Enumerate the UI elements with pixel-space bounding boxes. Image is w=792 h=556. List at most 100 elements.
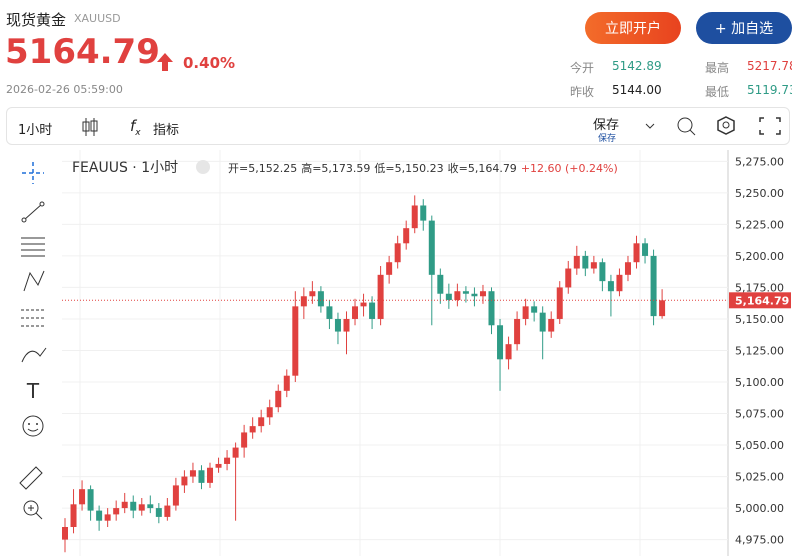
y-tick-label: 5,100.00 [735,376,784,389]
stat-label: 最高 [705,61,730,75]
save-sub: 保存 [598,134,617,144]
candle-body [590,262,597,269]
candle-body [454,291,461,301]
interval-button[interactable]: 1小时 [18,123,53,138]
price: 5164.79 [5,32,160,72]
ohlc-info: 低=5,150.23 [374,162,443,175]
y-tick-label: 5,175.00 [735,281,784,294]
last-price-tag [729,292,791,309]
candle-body [624,262,631,275]
candle-body [659,300,666,317]
candle-body [377,274,384,319]
candle-body [471,293,478,297]
candle-body [369,302,376,319]
candle-body [394,243,401,263]
candle-body [181,476,188,486]
candle-body [164,505,171,517]
candle-body [207,467,214,483]
ohlc-info: +12.60 (+0.24%) [521,162,618,175]
candle-body [633,243,640,263]
candle-body [87,489,94,511]
candle-body [309,291,316,297]
candle-body [79,489,86,505]
up-arrow [157,53,173,71]
stat-value: 5119.73 [747,83,792,97]
candle-body [462,291,469,294]
y-tick-label: 5,125.00 [735,344,784,357]
candle-body [224,457,231,464]
candle-body [198,470,205,483]
candle-body [283,375,290,391]
y-tick-label: 5,250.00 [735,187,784,200]
chart-name: FEAUUS · 1小时 [72,160,178,176]
candle-body [292,306,299,376]
title: 现货黄金 [6,11,67,29]
change: 0.40% [183,54,236,72]
stat-label: 今开 [570,61,595,75]
watchlist-button[interactable]: + 加自选 [696,12,792,44]
candle-body [155,508,162,517]
candle-body [352,306,359,319]
stat-label: 昨收 [570,85,595,99]
candle-body [386,262,393,275]
y-tick-label: 5,000.00 [735,502,784,515]
candle-body [403,228,410,244]
candle-body [428,220,435,275]
fx-icon: fx [130,117,141,138]
y-tick-label: 5,075.00 [735,408,784,421]
ohlc-info: 开=5,152.25 [228,162,297,175]
candle-body [266,407,273,418]
candle-body [62,527,68,540]
stat-label: 最低 [705,85,730,99]
ohlc-info: 收=5,164.79 [448,161,517,175]
toolbar [6,107,790,145]
y-tick-label: 5,050.00 [735,439,784,452]
candle-body [548,318,555,332]
candle-body [172,485,179,506]
stat-value: 5217.78 [747,59,792,73]
y-tick-label: 5,225.00 [735,218,784,231]
drawing-tools: T [19,162,47,520]
candle-body [147,504,154,509]
candle-body [420,205,427,221]
candle-body [113,508,120,515]
candle-body [445,293,452,301]
candle-body [70,504,77,527]
candle-body [505,344,512,360]
candle-body [522,306,529,319]
candle-body [616,274,623,292]
y-tick-label: 5,025.00 [735,471,784,484]
y-tick-label: 5,200.00 [735,250,784,263]
candle-body [582,255,589,269]
candle-body [360,302,367,307]
save-button[interactable]: 保存 [593,118,620,133]
candle-body [650,255,657,317]
candle-body [300,296,307,307]
stat-value: 5142.89 [612,59,662,73]
stat-value: 5144.00 [612,83,662,97]
candle-body [514,318,521,345]
candle-body [121,501,128,509]
svg-text:T: T [26,379,40,403]
candle-body [104,514,111,521]
candle-body [531,306,538,313]
candle-body [189,470,196,477]
candle-body [317,291,324,307]
candle-body [232,447,239,458]
candle-body [334,318,341,332]
candle-type-button[interactable] [80,116,100,138]
candle-body [343,318,350,332]
candle-body [479,291,486,297]
y-tick-label: 5,150.00 [735,313,784,326]
candle-body [258,417,265,427]
candle-body [326,306,333,319]
candle-body [642,243,649,256]
indicators-button[interactable]: 指标 [153,123,180,138]
open-account-button[interactable]: 立即开户 [585,12,681,44]
candle-body [497,325,504,360]
candle-body [411,205,418,229]
symbol: XAUUSD [74,12,121,25]
candle-body [275,390,282,408]
candle-body [573,255,580,269]
